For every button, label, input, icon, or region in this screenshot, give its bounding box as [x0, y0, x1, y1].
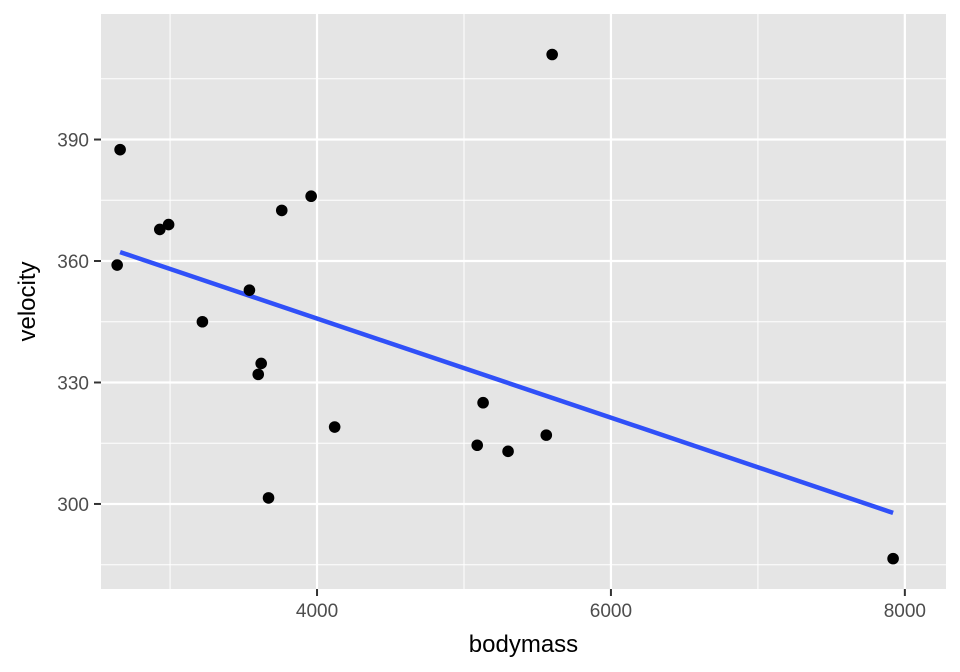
y-tick-label: 390 — [57, 131, 89, 152]
x-axis-title: bodymass — [469, 631, 578, 658]
data-point — [255, 357, 267, 370]
y-tick-label: 330 — [57, 373, 89, 394]
x-tick-label: 4000 — [296, 601, 338, 622]
data-point — [275, 204, 288, 217]
data-point — [328, 421, 341, 433]
y-tick-label: 360 — [57, 252, 89, 273]
data-point — [252, 368, 265, 381]
y-axis: 300 330 360 390 — [57, 131, 101, 516]
data-point — [546, 48, 558, 61]
y-axis-title: velocity — [14, 261, 41, 341]
data-point — [162, 218, 175, 231]
data-point — [887, 552, 899, 565]
data-point — [477, 396, 489, 409]
data-point — [471, 439, 484, 452]
x-tick-label: 6000 — [590, 601, 632, 622]
data-point — [305, 190, 317, 203]
x-axis: 4000 6000 8000 — [296, 589, 926, 622]
data-point — [111, 259, 123, 271]
data-point — [243, 284, 256, 296]
major-gridlines — [101, 14, 946, 589]
x-tick-label: 8000 — [884, 601, 926, 622]
data-point — [196, 315, 209, 328]
data-point — [502, 445, 514, 458]
minor-gridlines — [101, 14, 946, 589]
plot-panel — [101, 14, 946, 589]
data-point — [153, 223, 166, 236]
data-point — [540, 429, 553, 441]
data-point — [114, 143, 126, 156]
y-tick-label: 300 — [57, 495, 89, 516]
data-points — [111, 48, 899, 565]
data-point — [262, 492, 275, 504]
